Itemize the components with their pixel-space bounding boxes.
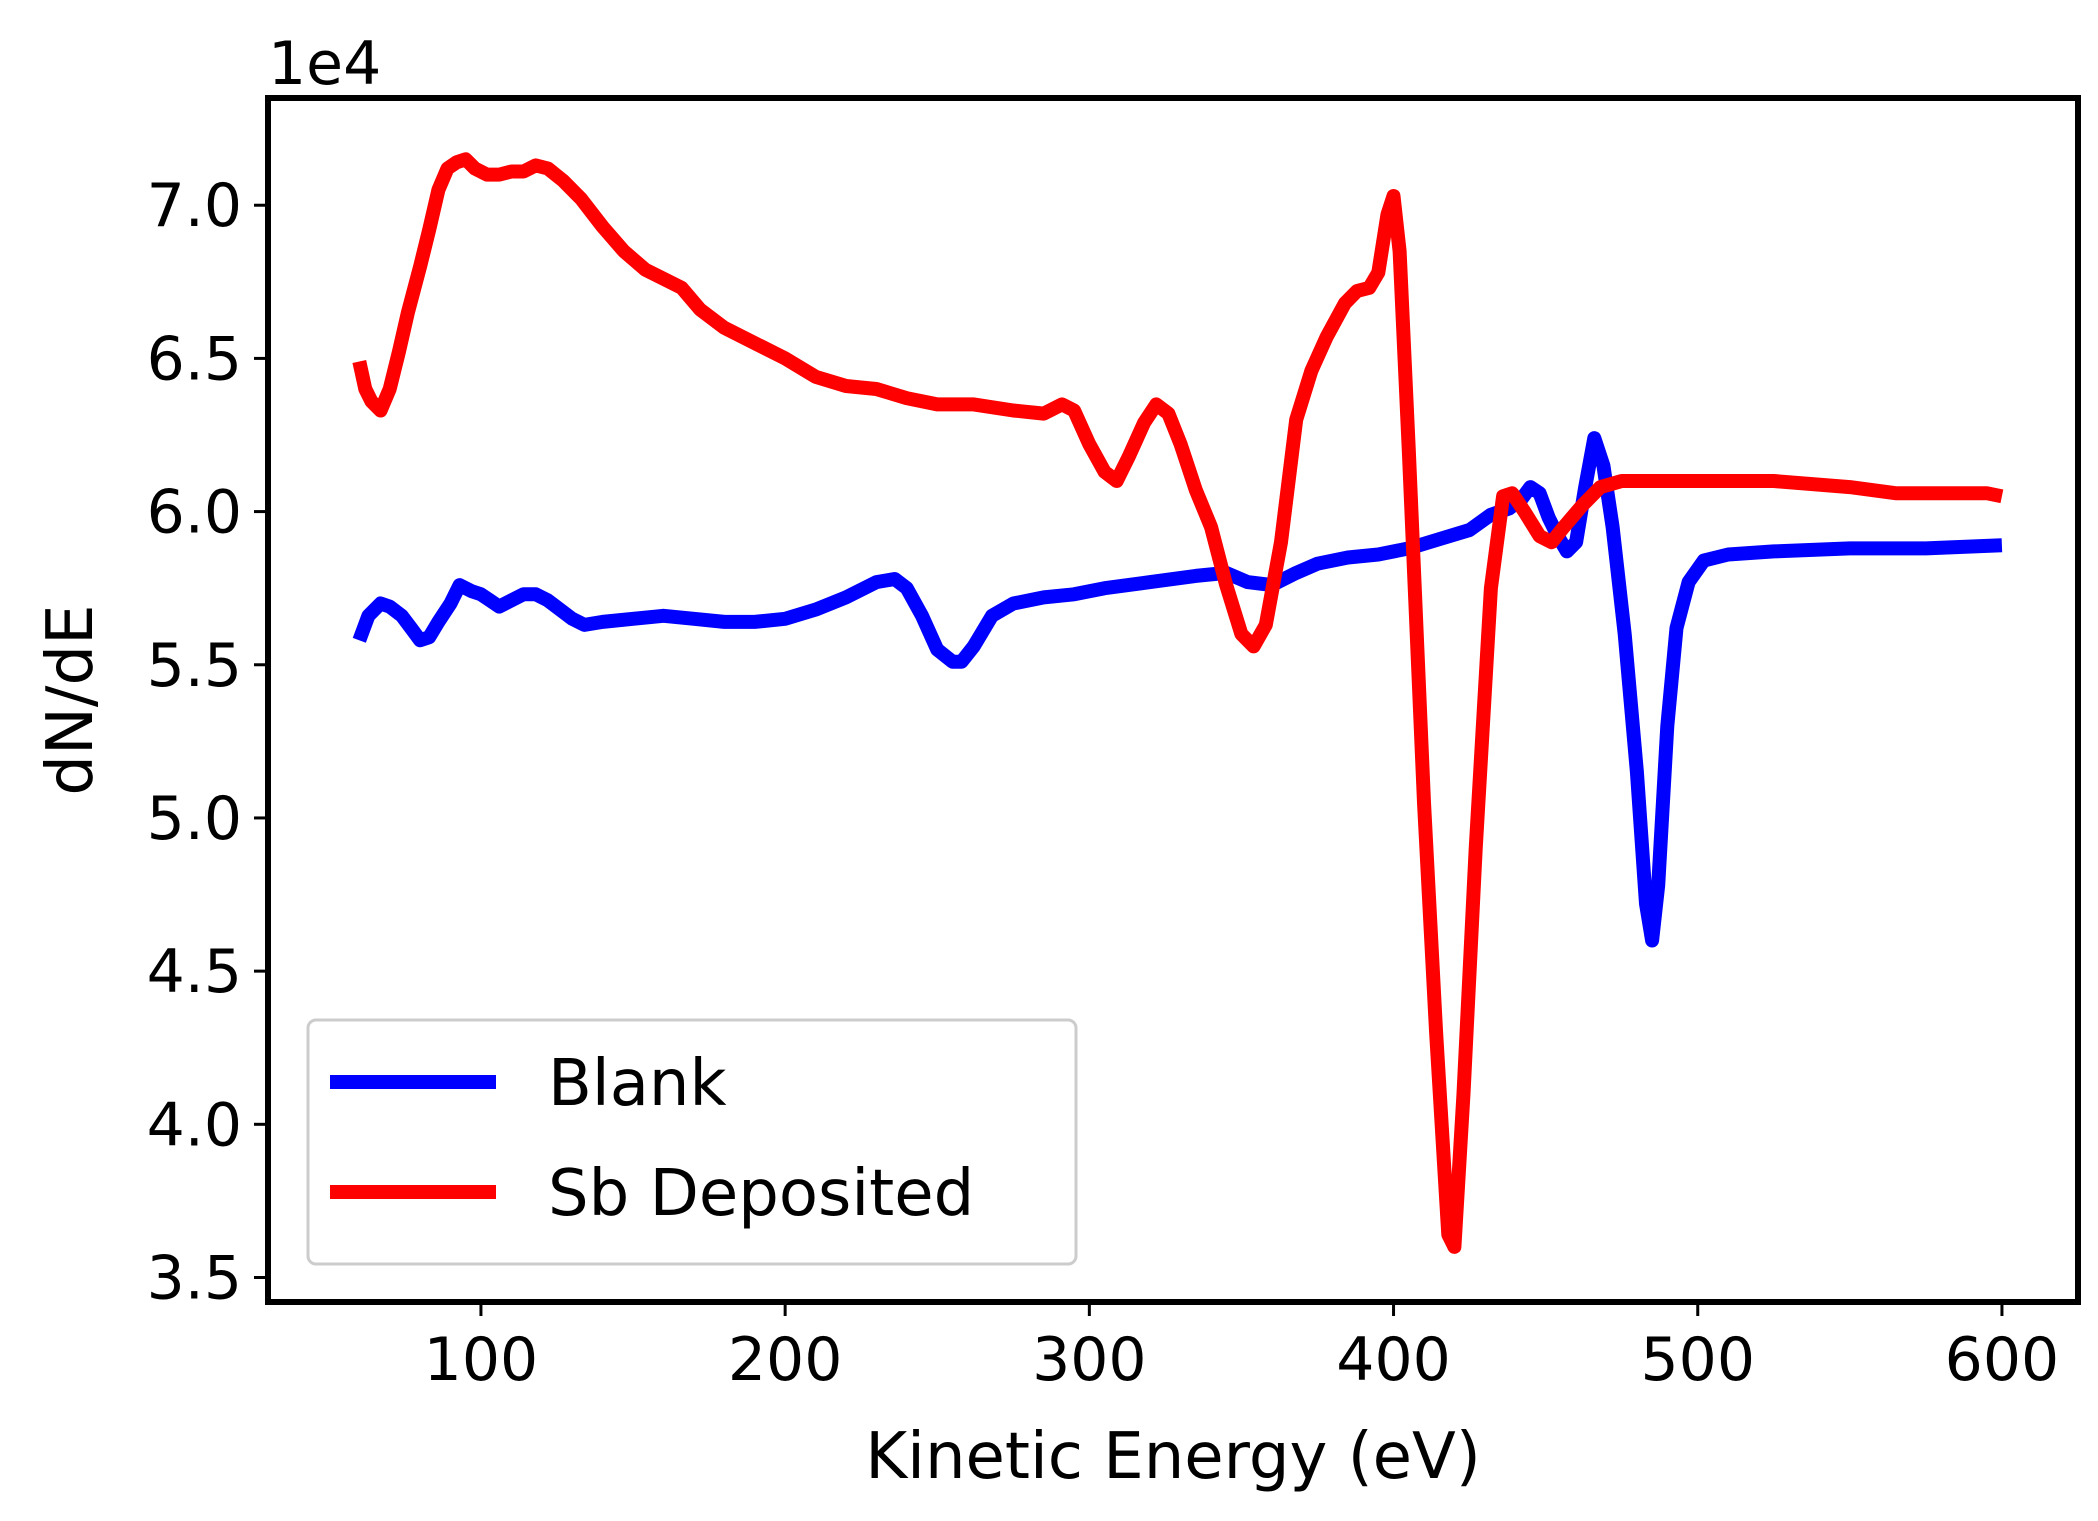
y-tick-label: 6.0 [147,478,242,548]
y-tick-label: 3.5 [147,1243,242,1313]
x-tick-label: 600 [1945,1325,2060,1395]
series-line-sb-deposited [352,152,2004,1254]
y-tick-label: 5.0 [147,784,242,854]
x-tick-label: 500 [1640,1325,1755,1395]
y-tick-label: 7.0 [147,171,242,241]
x-axis-label: Kinetic Energy (eV) [865,1420,1481,1494]
y-axis-ticks: 3.5 4.0 4.5 5.0 5.5 6.0 6.5 7.0 [147,171,268,1313]
y-tick-label: 6.5 [147,324,242,394]
legend-label-blank: Blank [548,1047,727,1121]
x-tick-label: 200 [728,1325,843,1395]
legend-box [306,1018,1078,1266]
y-tick-label: 5.5 [147,631,242,701]
legend-label-sb-deposited: Sb Deposited [548,1157,974,1231]
x-axis-ticks: 100 200 300 400 500 600 [424,1302,2060,1395]
legend: Blank Sb Deposited [306,1018,1078,1266]
y-tick-label: 4.0 [147,1090,242,1160]
x-tick-label: 100 [424,1325,539,1395]
series-layer [352,152,2004,1254]
x-tick-label: 300 [1032,1325,1147,1395]
plot-frame [265,95,2081,1305]
x-tick-label: 400 [1336,1325,1451,1395]
y-axis-label: dN/dE [34,604,108,795]
series-line-blank [352,431,2003,948]
y-tick-label: 4.5 [147,937,242,1007]
y-offset-label: 1e4 [268,29,381,99]
